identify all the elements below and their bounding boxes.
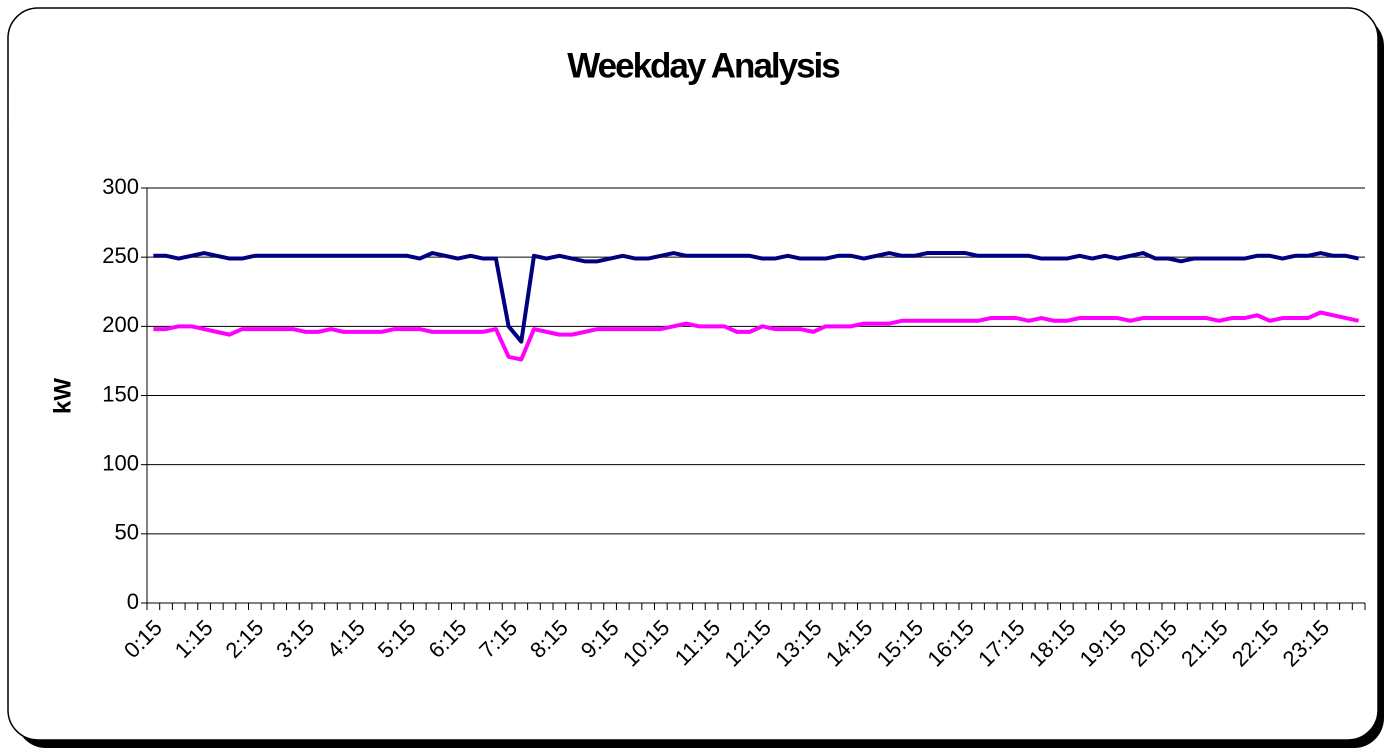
y-tick-label: 0 (127, 589, 139, 614)
line-series (153, 251, 1360, 344)
y-tick-label: 150 (102, 381, 139, 406)
chart-title: Weekday Analysis (567, 46, 840, 85)
y-tick-label: 250 (102, 243, 139, 268)
y-tick-label: 100 (102, 450, 139, 475)
y-tick-label: 200 (102, 312, 139, 337)
line-series (153, 310, 1360, 362)
y-tick-label: 300 (102, 174, 139, 199)
y-tick-label: 50 (115, 520, 139, 545)
y-axis-label: kW (49, 378, 76, 414)
frame (7, 7, 1379, 741)
